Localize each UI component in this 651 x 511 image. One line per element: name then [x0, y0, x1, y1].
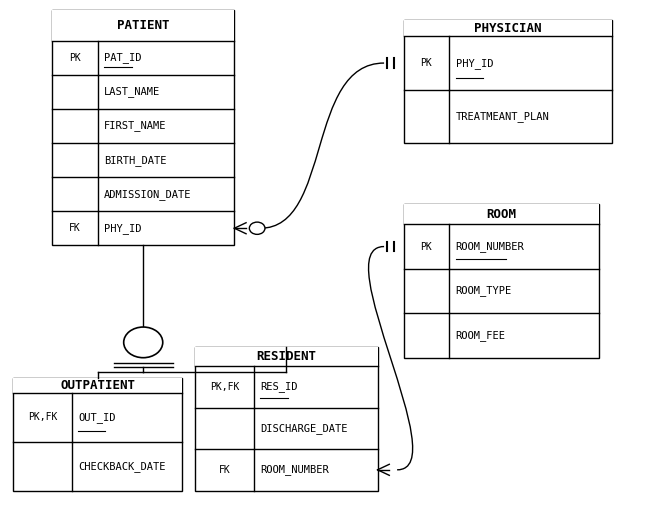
Text: PHY_ID: PHY_ID [104, 223, 142, 234]
Text: OUTPATIENT: OUTPATIENT [60, 379, 135, 392]
Text: PK: PK [421, 58, 432, 68]
Text: ROOM_NUMBER: ROOM_NUMBER [260, 464, 329, 475]
Text: PK,FK: PK,FK [27, 412, 57, 422]
Text: ROOM_NUMBER: ROOM_NUMBER [456, 241, 525, 252]
Text: DISCHARGE_DATE: DISCHARGE_DATE [260, 423, 348, 434]
FancyBboxPatch shape [195, 347, 378, 366]
Text: FIRST_NAME: FIRST_NAME [104, 121, 167, 131]
Text: PHYSICIAN: PHYSICIAN [474, 22, 542, 35]
Text: LAST_NAME: LAST_NAME [104, 86, 160, 98]
Text: d: d [140, 337, 146, 347]
Text: PAT_ID: PAT_ID [104, 52, 142, 63]
FancyBboxPatch shape [195, 347, 378, 491]
Text: CHECKBACK_DATE: CHECKBACK_DATE [78, 460, 165, 472]
Text: ROOM: ROOM [486, 208, 516, 221]
Text: RES_ID: RES_ID [260, 381, 298, 392]
Text: FK: FK [219, 465, 230, 475]
FancyBboxPatch shape [13, 378, 182, 491]
FancyBboxPatch shape [404, 20, 612, 143]
Text: ROOM_FEE: ROOM_FEE [456, 330, 506, 341]
FancyBboxPatch shape [404, 20, 612, 36]
Text: ROOM_TYPE: ROOM_TYPE [456, 286, 512, 296]
Circle shape [124, 327, 163, 358]
Text: PATIENT: PATIENT [117, 19, 169, 32]
Text: PK: PK [421, 242, 432, 251]
Text: ADMISSION_DATE: ADMISSION_DATE [104, 189, 191, 200]
Text: PHY_ID: PHY_ID [456, 58, 493, 68]
FancyBboxPatch shape [52, 10, 234, 41]
Text: TREATMEANT_PLAN: TREATMEANT_PLAN [456, 111, 549, 122]
FancyBboxPatch shape [404, 204, 599, 358]
FancyBboxPatch shape [404, 204, 599, 224]
Text: PK: PK [69, 53, 81, 63]
FancyBboxPatch shape [13, 378, 182, 393]
Text: BIRTH_DATE: BIRTH_DATE [104, 155, 167, 166]
Text: PK,FK: PK,FK [210, 382, 240, 392]
Text: RESIDENT: RESIDENT [256, 350, 316, 363]
Text: FK: FK [69, 223, 81, 233]
Text: OUT_ID: OUT_ID [78, 412, 116, 423]
FancyBboxPatch shape [52, 10, 234, 245]
Circle shape [249, 222, 265, 235]
